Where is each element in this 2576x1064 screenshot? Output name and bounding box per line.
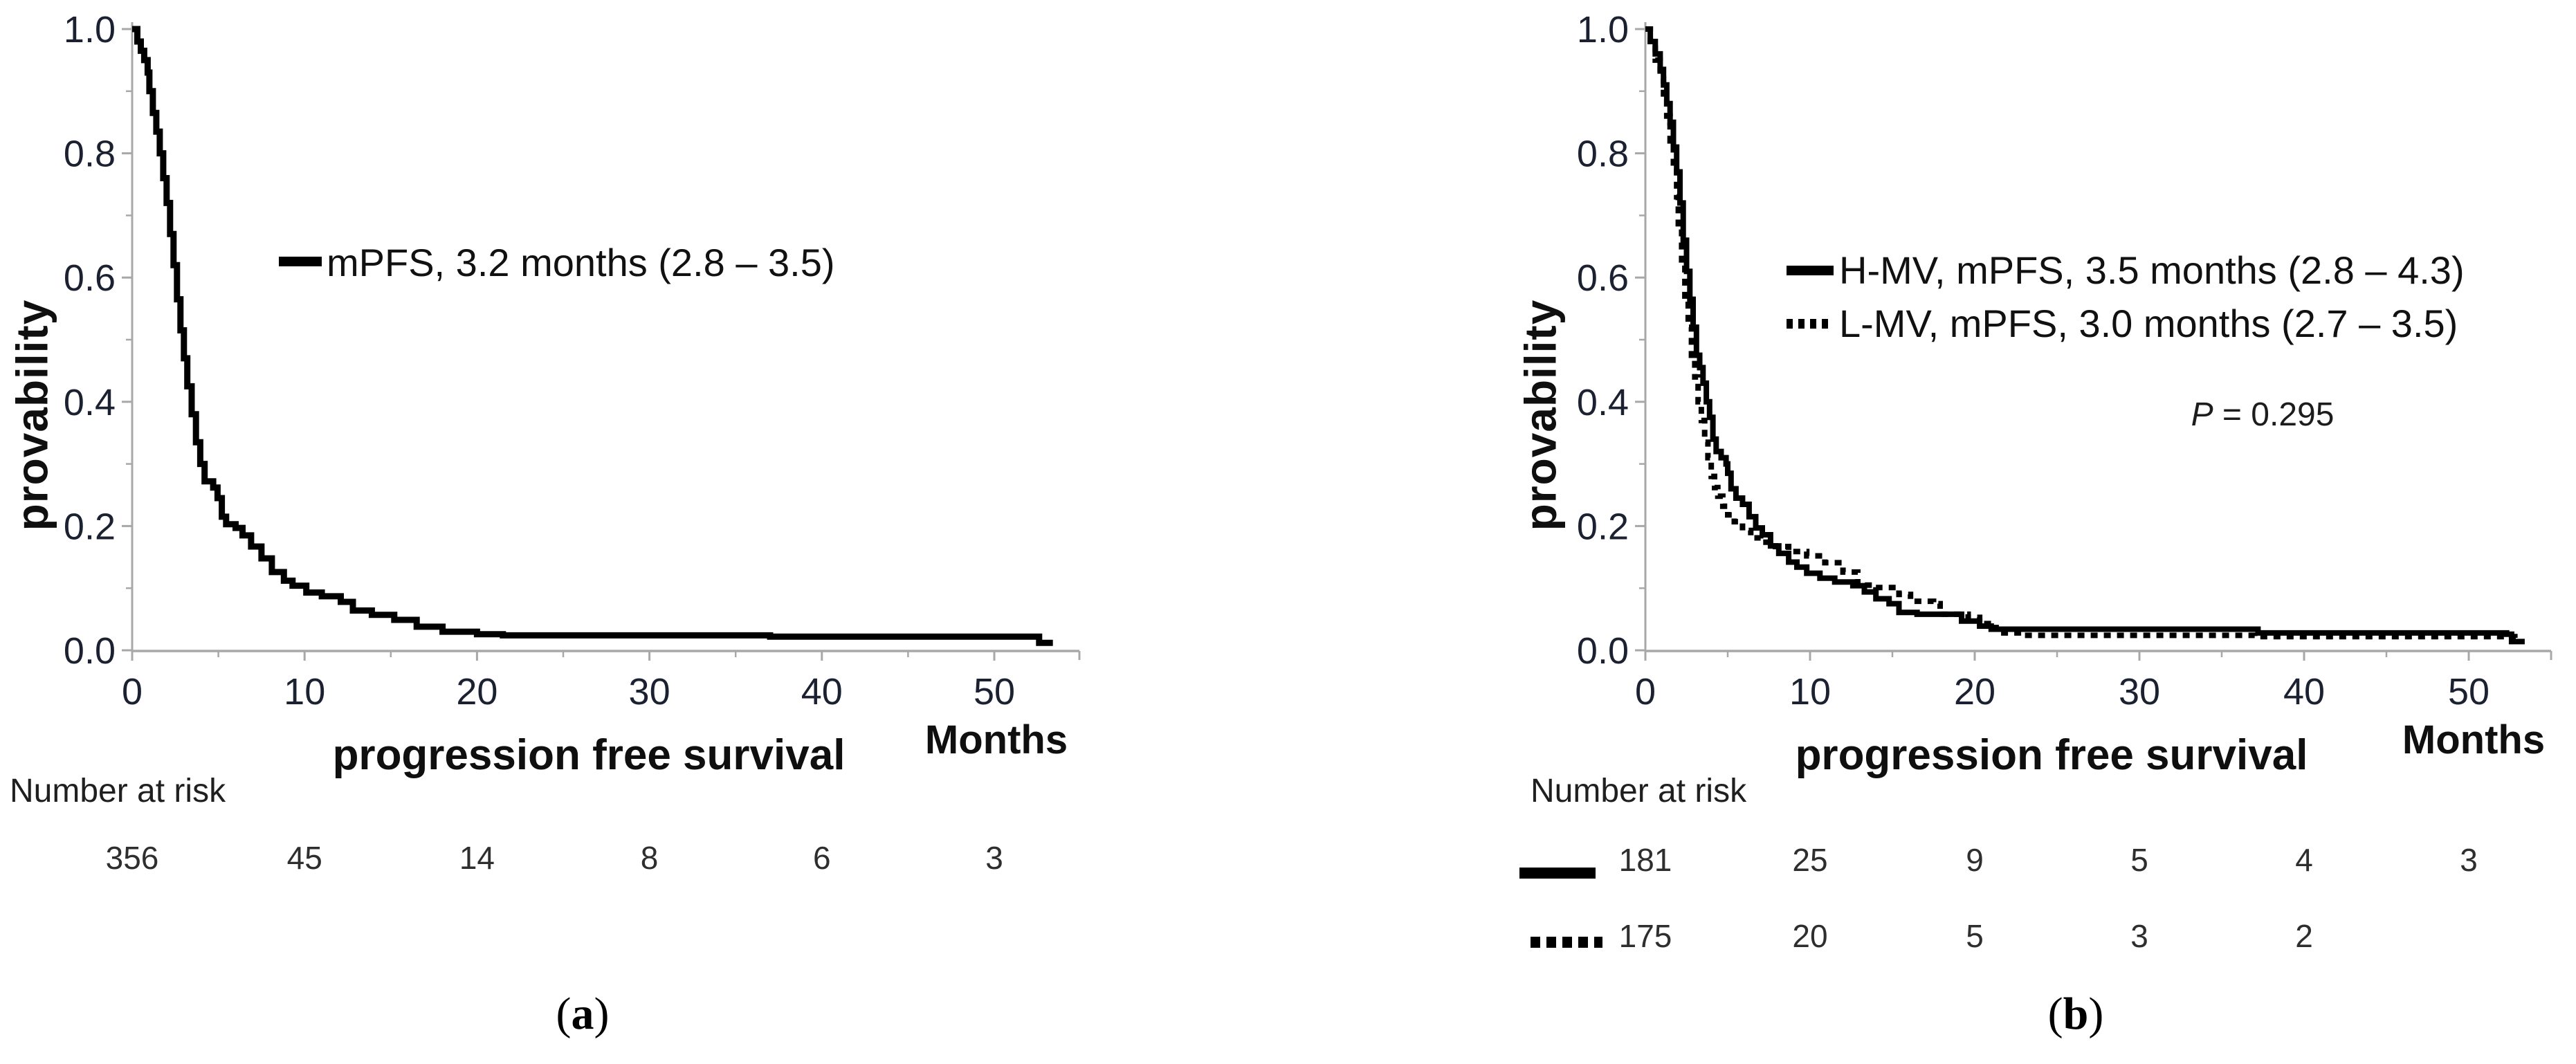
p-value-number: = 0.295: [2213, 396, 2335, 433]
y-tick-label: 1.0: [64, 9, 116, 51]
km-curve-l-mv: [1645, 26, 2522, 641]
y-tick-label: 0.4: [64, 382, 116, 423]
risk-count: 20: [1792, 918, 1827, 954]
legend-label-h-mv: H-MV, mPFS, 3.5 months (2.8 – 4.3): [1839, 248, 2465, 292]
caption-b-open-paren: (: [2047, 989, 2063, 1039]
x-tick-label: 10: [284, 671, 325, 713]
caption-a-close-paren: ): [594, 989, 610, 1039]
risk-count: 2: [2295, 918, 2313, 954]
risk-count: 25: [1792, 842, 1827, 878]
y-axis-title-panel-a: provability: [4, 187, 60, 643]
risk-count: 4: [2295, 842, 2313, 878]
x-tick-label: 30: [2119, 671, 2160, 713]
y-axis-title-text-b: provability: [1515, 299, 1565, 531]
risk-count: 8: [641, 840, 659, 876]
x-tick-label: 10: [1789, 671, 1831, 713]
y-axis-title-text-a: provability: [7, 299, 57, 531]
risk-count: 6: [813, 840, 831, 876]
x-tick-label: 40: [801, 671, 843, 713]
y-axis-title-panel-b: provability: [1513, 187, 1568, 643]
x-tick-label: 0: [1635, 671, 1656, 713]
caption-a-letter: a: [571, 989, 594, 1039]
number-at-risk-label-b: Number at risk: [1531, 773, 1747, 809]
risk-count: 181: [1619, 842, 1672, 878]
caption-b-letter: b: [2063, 989, 2089, 1039]
risk-count: 45: [287, 840, 322, 876]
x-tick-label: 20: [1954, 671, 1995, 713]
risk-count: 9: [1966, 842, 1984, 878]
y-tick-label: 0.6: [1577, 257, 1629, 299]
risk-count: 356: [106, 840, 159, 876]
y-tick-label: 1.0: [1577, 9, 1629, 51]
number-at-risk-label-a: Number at risk: [10, 773, 226, 809]
y-tick-label: 0.2: [1577, 506, 1629, 547]
risk-count: 175: [1619, 918, 1672, 954]
risk-count: 3: [2460, 842, 2478, 878]
y-tick-label: 0.8: [64, 134, 116, 175]
risk-count: 3: [985, 840, 1003, 876]
caption-b-close-paren: ): [2088, 989, 2104, 1039]
x-tick-label: 50: [974, 671, 1015, 713]
legend-label-mpfs: mPFS, 3.2 months (2.8 – 3.5): [327, 241, 835, 284]
y-tick-label: 0.4: [1577, 382, 1629, 423]
x-tick-label: 40: [2283, 671, 2325, 713]
risk-count: 5: [2130, 842, 2148, 878]
x-unit-label-panel-a: Months: [924, 717, 1068, 762]
y-tick-label: 0.0: [1577, 630, 1629, 672]
p-value-symbol: P: [2191, 396, 2213, 433]
y-tick-label: 0.0: [64, 630, 116, 672]
x-axis-title-panel-b: progression free survival: [1795, 731, 2308, 779]
y-tick-label: 0.6: [64, 257, 116, 299]
x-tick-label: 0: [122, 671, 143, 713]
y-tick-label: 0.2: [64, 506, 116, 547]
x-tick-label: 50: [2448, 671, 2490, 713]
caption-panel-a: (a): [513, 988, 652, 1040]
risk-count: 5: [1966, 918, 1984, 954]
x-tick-label: 30: [629, 671, 670, 713]
risk-count: 14: [459, 840, 495, 876]
x-unit-label-panel-b: Months: [2402, 717, 2546, 762]
caption-panel-b: (b): [2007, 988, 2145, 1040]
km-curve-mpfs-all: [132, 26, 1053, 646]
legend-label-l-mv: L-MV, mPFS, 3.0 months (2.7 – 3.5): [1839, 302, 2458, 345]
risk-count: 3: [2130, 918, 2148, 954]
x-axis-title-panel-a: progression free survival: [332, 731, 846, 779]
x-tick-label: 20: [456, 671, 497, 713]
caption-a-open-paren: (: [556, 989, 572, 1039]
p-value: P = 0.295: [2159, 396, 2366, 434]
y-tick-label: 0.8: [1577, 134, 1629, 175]
